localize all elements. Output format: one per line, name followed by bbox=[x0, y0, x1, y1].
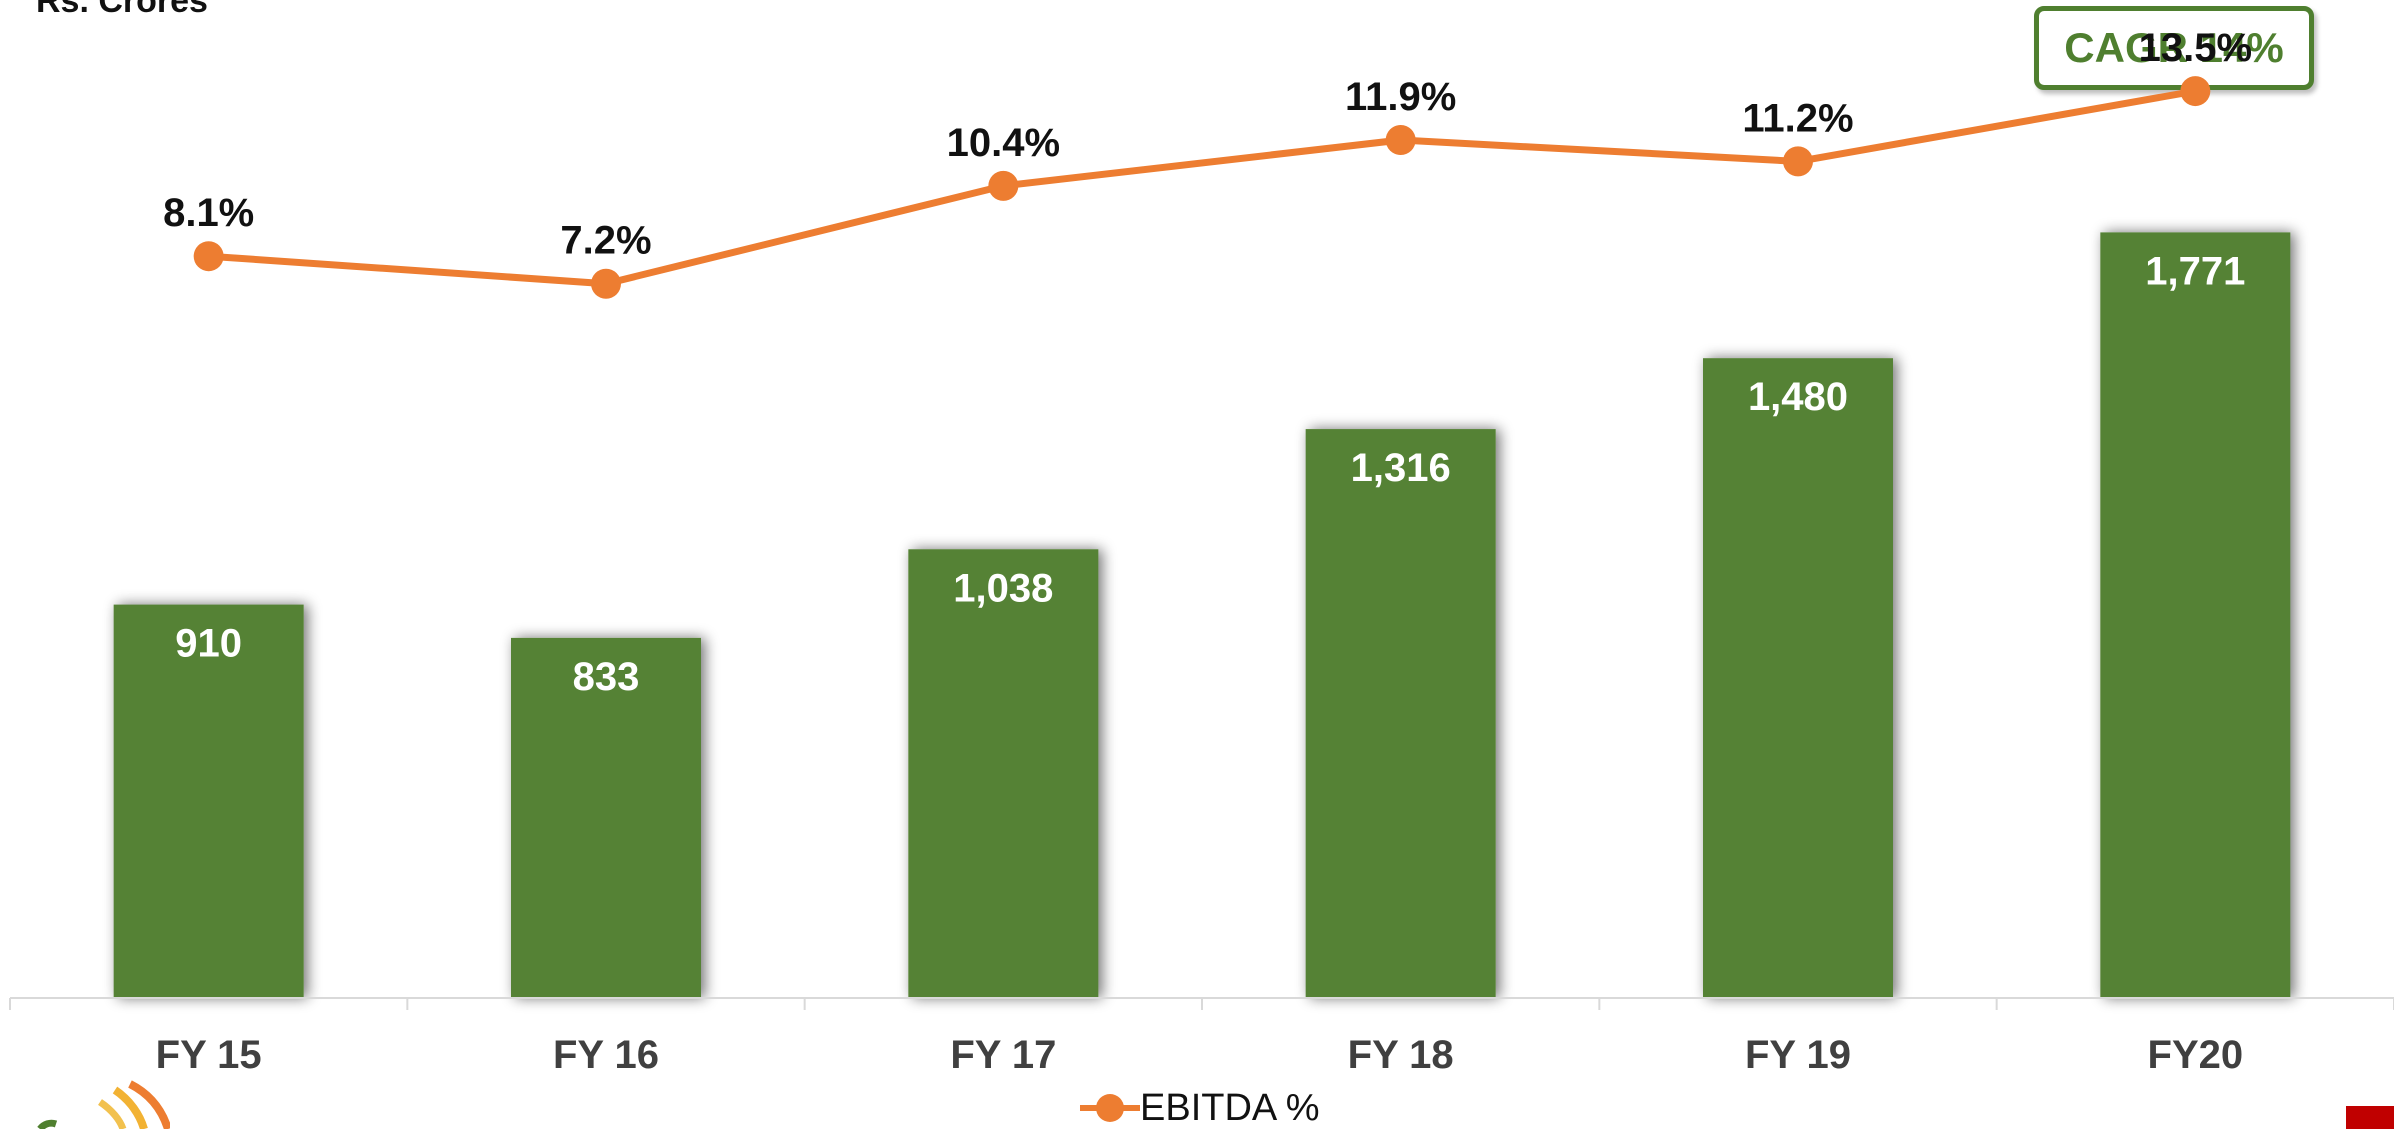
bar-value-label: 1,771 bbox=[2145, 249, 2245, 293]
ebitda-point-label: 11.2% bbox=[1742, 96, 1853, 140]
bar-value-label: 833 bbox=[573, 655, 640, 699]
bar-value-label: 1,316 bbox=[1351, 446, 1451, 490]
ebitda-point-label: 10.4% bbox=[947, 121, 1060, 165]
legend: EBITDA % bbox=[1080, 1082, 1320, 1134]
ebitda-line bbox=[208, 87, 2196, 288]
bar-group bbox=[1703, 358, 1893, 998]
corner-accent bbox=[2346, 1106, 2394, 1129]
bar bbox=[908, 549, 1099, 998]
bars-layer bbox=[113, 232, 2291, 998]
ebitda-point bbox=[1385, 124, 1416, 155]
x-axis-ticks bbox=[9, 998, 2394, 1010]
ebitda-point bbox=[2180, 76, 2211, 107]
bar-group bbox=[1305, 429, 1496, 998]
bar-group bbox=[511, 637, 701, 998]
bar bbox=[2100, 232, 2291, 998]
bar bbox=[1305, 429, 1496, 998]
ebitda-point bbox=[193, 241, 224, 272]
legend-label: EBITDA % bbox=[1140, 1086, 1320, 1129]
bar bbox=[511, 637, 701, 998]
x-tick-label: FY20 bbox=[2148, 1033, 2244, 1077]
bar bbox=[1703, 358, 1893, 998]
x-tick-label: FY 15 bbox=[156, 1033, 262, 1077]
bar-value-label: 1,480 bbox=[1748, 375, 1848, 419]
labels-layer: 910 FY 15 833 FY 16 1,038 FY 17 1,316 FY 18 1,48… bbox=[156, 26, 2252, 1077]
x-tick-label: FY 17 bbox=[950, 1033, 1056, 1077]
legend-line-marker-icon bbox=[1080, 1094, 1140, 1122]
bar-group bbox=[113, 604, 304, 998]
ebitda-point bbox=[591, 268, 621, 299]
bar bbox=[113, 604, 304, 998]
bar-group bbox=[908, 549, 1099, 998]
bar-value-label: 1,038 bbox=[953, 566, 1053, 610]
x-tick-label: FY 18 bbox=[1348, 1033, 1454, 1077]
cagr-badge: CAGR 14% bbox=[2034, 6, 2314, 90]
unit-label: Rs. Crores bbox=[36, 0, 208, 20]
bar-group bbox=[2100, 232, 2291, 998]
x-tick-label: FY 19 bbox=[1745, 1033, 1851, 1077]
ebitda-point bbox=[1783, 146, 1813, 177]
ebitda-point-label: 7.2% bbox=[560, 219, 651, 263]
ebitda-line-layer bbox=[193, 76, 2211, 299]
x-tick-label: FY 16 bbox=[553, 1033, 659, 1077]
company-logo-icon bbox=[37, 1080, 170, 1129]
ebitda-point-label: 13.5% bbox=[2139, 26, 2252, 70]
ebitda-point bbox=[988, 170, 1019, 201]
ebitda-point-label: 11.9% bbox=[1345, 75, 1456, 119]
ebitda-point-label: 8.1% bbox=[163, 191, 254, 235]
bar-value-label: 910 bbox=[175, 622, 242, 666]
